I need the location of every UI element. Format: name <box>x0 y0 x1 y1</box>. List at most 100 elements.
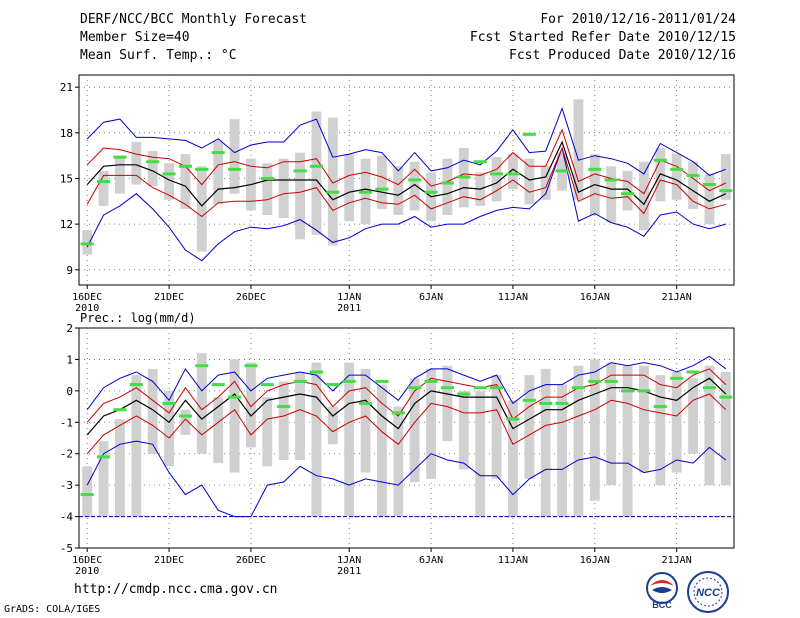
temp-y-tick-label: 9 <box>66 264 73 277</box>
prec-spread-box <box>442 365 453 442</box>
temp-obs-mark <box>359 190 373 194</box>
temp-spread-box <box>82 230 93 255</box>
prec-obs-mark <box>637 389 651 393</box>
prec-spread-box <box>409 378 420 482</box>
temp-obs-mark <box>211 151 225 155</box>
temp-spread-box <box>115 155 125 194</box>
prec-obs-mark <box>309 370 323 374</box>
prec-series-max <box>86 355 727 410</box>
prec-spread-box <box>704 365 715 486</box>
prec-obs-mark <box>702 386 716 390</box>
prec-obs-mark <box>97 455 111 459</box>
prec-plot-frame <box>78 327 735 549</box>
prec-spread-box <box>557 384 567 517</box>
prec-obs-mark <box>162 401 176 405</box>
temp-spread-box <box>278 158 289 219</box>
grads-credit: GrADS: COLA/IGES <box>4 604 101 615</box>
temp-y-tick-label: 12 <box>60 218 73 231</box>
temp-series-max <box>86 106 726 176</box>
temp-spread-box <box>196 166 207 252</box>
temp-x-tick-label: 1JAN <box>337 292 361 303</box>
temp-spread-box <box>262 163 273 215</box>
temp-spread-box <box>409 161 420 211</box>
temp-x-tick-label: 6JAN <box>419 292 443 303</box>
prec-series-lower <box>86 393 727 455</box>
prec-obs-mark <box>80 493 94 497</box>
temp-obs-mark <box>506 172 520 176</box>
prec-obs-mark <box>113 408 127 412</box>
temp-spread-box <box>131 141 142 185</box>
temp-obs-mark <box>260 176 274 180</box>
prec-obs-mark <box>571 386 585 390</box>
chart-title: DERF/NCC/BCC Monthly Forecast <box>80 12 307 27</box>
prec-spread-box <box>639 365 649 473</box>
temp-spread-box <box>164 163 174 200</box>
prec-spread-box <box>671 372 682 473</box>
prec-spread-box <box>344 362 355 517</box>
prec-spread-box <box>262 397 273 467</box>
temp-obs-mark <box>326 190 340 194</box>
temp-spread-box <box>344 154 355 222</box>
temp-series-upper <box>86 128 727 195</box>
temp-obs-mark <box>195 167 209 171</box>
prec-obs-mark <box>588 379 602 383</box>
temp-y-tick-label: 18 <box>60 127 73 140</box>
prec-y-tick-label: 1 <box>66 353 73 366</box>
prec-spread-box <box>377 384 387 517</box>
prec-obs-mark <box>211 383 225 387</box>
temp-obs-mark <box>490 172 504 176</box>
prec-x-tick-year: 2010 <box>75 566 99 577</box>
prec-x-tick-label: 6JAN <box>419 555 443 566</box>
website-url[interactable]: http://cmdp.ncc.cma.gov.cn <box>74 582 278 597</box>
temp-obs-mark <box>309 164 323 168</box>
prec-series-upper <box>86 368 727 423</box>
prec-x-tick-label: 16JAN <box>580 555 610 566</box>
temp-spread-box <box>704 173 715 225</box>
temp-spread-box <box>540 166 551 200</box>
temp-spread-box <box>229 119 240 194</box>
temp-x-tick-label: 16DEC <box>72 292 102 303</box>
temp-spread-box <box>491 157 502 202</box>
temp-y-tick-label: 21 <box>60 81 73 94</box>
temp-obs-mark <box>162 172 176 176</box>
prec-spread-box <box>491 375 502 479</box>
temp-obs-mark <box>375 187 389 191</box>
prec-spread-box <box>720 372 731 486</box>
prec-x-tick-year: 2011 <box>337 566 361 577</box>
prec-x-tick-label: 21JAN <box>662 555 692 566</box>
temp-obs-mark <box>522 132 536 136</box>
prec-obs-mark <box>408 386 422 390</box>
temp-spread-box <box>311 111 322 235</box>
prec-y-tick-label: 2 <box>66 322 73 335</box>
prec-y-tick-label: -2 <box>60 448 73 461</box>
prec-obs-mark <box>277 405 291 409</box>
temp-spread-box <box>524 158 535 205</box>
temp-spread-box <box>327 117 338 246</box>
prec-obs-mark <box>391 411 405 415</box>
prec-y-tick-label: -5 <box>60 542 73 555</box>
prec-spread-box <box>246 362 256 448</box>
prec-y-tick-label: -1 <box>60 416 73 429</box>
prec-obs-mark <box>342 379 356 383</box>
prec-obs-mark <box>522 398 536 402</box>
temp-spread-box <box>295 152 305 240</box>
temp-spread-box <box>573 99 584 200</box>
prec-obs-mark <box>293 379 307 383</box>
temp-spread-box <box>671 154 682 200</box>
prec-spread-box <box>475 390 486 517</box>
temp-obs-mark <box>670 167 684 171</box>
temp-spread-box <box>606 166 617 223</box>
forecast-period: For 2010/12/16-2011/01/24 <box>540 12 736 27</box>
prec-spread-box <box>589 359 600 501</box>
prec-spread-box <box>82 466 93 517</box>
forecast-produced-date: Fcst Produced Date 2010/12/16 <box>509 48 736 63</box>
prec-spread-box <box>147 368 158 454</box>
ncc-logo-text: NCC <box>696 587 721 599</box>
prec-x-tick-label: 21DEC <box>154 555 184 566</box>
ncc-logo: NCC <box>687 571 729 613</box>
temp-spread-box <box>98 170 109 206</box>
temp-obs-mark <box>686 173 700 177</box>
temp-x-tick-year: 2011 <box>337 303 361 314</box>
temp-x-tick-label: 21DEC <box>154 292 184 303</box>
temp-obs-mark <box>604 178 618 182</box>
